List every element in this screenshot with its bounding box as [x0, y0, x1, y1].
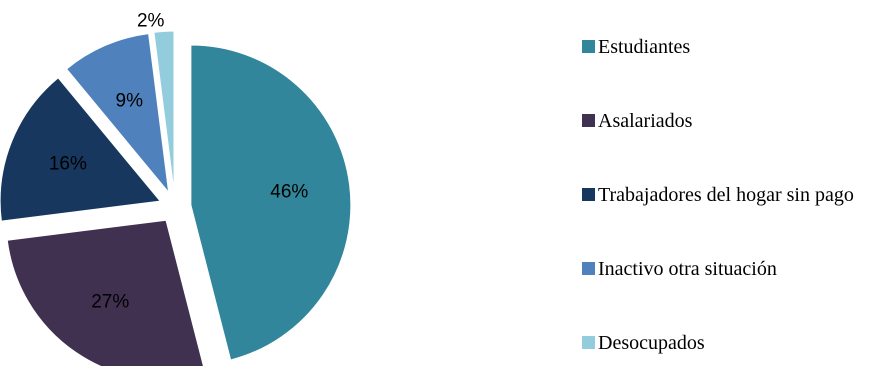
legend-label-trabajadores: Trabajadores del hogar sin pago [598, 184, 854, 206]
legend-label-inactivo: Inactivo otra situación [598, 258, 777, 280]
legend-swatch-asalariados [582, 114, 595, 127]
data-label-estudiantes: 46% [270, 182, 308, 203]
legend-item-trabajadores: Trabajadores del hogar sin pago [582, 184, 888, 206]
legend-swatch-estudiantes [582, 40, 595, 53]
data-label-trabajadores: 16% [49, 154, 87, 175]
pie-slice-trabajadores [0, 77, 162, 222]
pie-slice-inactivo [65, 33, 170, 194]
data-label-inactivo: 9% [116, 90, 144, 111]
legend: Estudiantes Asalariados Trabajadores del… [582, 0, 882, 366]
legend-item-asalariados: Asalariados [582, 110, 888, 132]
legend-item-inactivo: Inactivo otra situación [582, 258, 888, 280]
pie-slice-desocupados [153, 30, 175, 192]
pie-slice-asalariados [6, 219, 206, 371]
legend-label-desocupados: Desocupados [598, 332, 705, 354]
legend-swatch-inactivo [582, 262, 595, 275]
pie-slice-estudiantes [190, 44, 352, 361]
legend-label-estudiantes: Estudiantes [598, 36, 691, 58]
legend-swatch-desocupados [582, 336, 595, 349]
legend-item-estudiantes: Estudiantes [582, 36, 888, 58]
legend-swatch-trabajadores [582, 188, 595, 201]
data-label-asalariados: 27% [91, 291, 129, 312]
legend-label-asalariados: Asalariados [598, 110, 693, 132]
data-label-desocupados: 2% [137, 10, 165, 31]
legend-item-desocupados: Desocupados [582, 332, 888, 354]
